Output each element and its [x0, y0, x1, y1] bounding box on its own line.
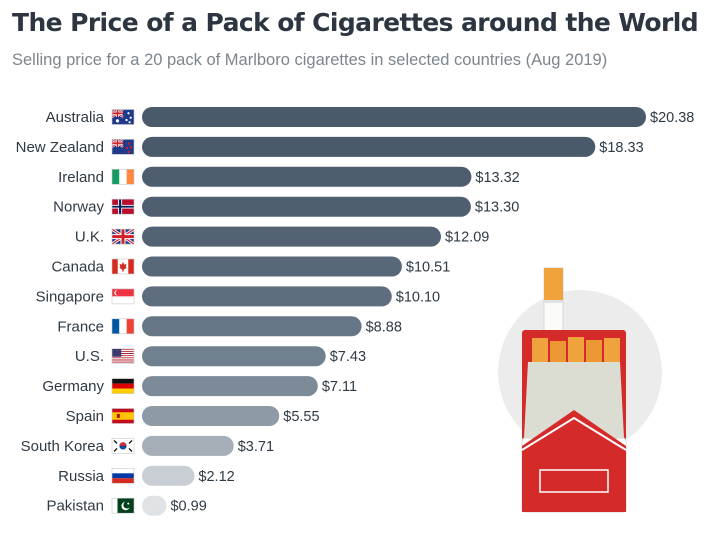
category-label-pakistan: Pakistan [46, 498, 104, 515]
category-label-australia: Australia [46, 109, 105, 126]
bar-france [142, 316, 362, 337]
category-label-south-korea: South Korea [21, 438, 105, 455]
category-label-france: France [57, 318, 104, 335]
category-label-norway: Norway [53, 199, 104, 216]
value-label-new-zealand: $18.33 [599, 140, 643, 156]
value-label-ireland: $13.32 [475, 170, 519, 186]
value-label-russia: $2.12 [198, 469, 234, 485]
bar-u-s [142, 346, 326, 367]
bar-russia [142, 465, 195, 486]
bar-pakistan [142, 495, 167, 516]
value-label-germany: $7.11 [322, 379, 357, 395]
bar-south-korea [142, 435, 234, 456]
category-label-new-zealand: New Zealand [16, 139, 104, 156]
category-label-canada: Canada [51, 259, 104, 276]
bar-u-k [142, 226, 441, 247]
chart-subtitle: Selling price for a 20 pack of Marlboro … [12, 51, 608, 69]
new-zealand-flag-icon [111, 138, 135, 155]
bar-norway [142, 196, 471, 217]
category-label-ireland: Ireland [58, 169, 104, 186]
germany-flag-icon [111, 378, 135, 394]
value-label-norway: $13.30 [475, 200, 519, 216]
bar-new-zealand [142, 136, 596, 157]
spain-flag-icon [111, 408, 135, 424]
chart-title: The Price of a Pack of Cigarettes around… [12, 8, 699, 37]
value-label-spain: $5.55 [283, 409, 319, 425]
uk-flag-icon [111, 227, 135, 246]
value-label-canada: $10.51 [406, 260, 450, 276]
value-label-u-s: $7.43 [330, 349, 366, 365]
bar-ireland [142, 166, 472, 187]
ireland-flag-icon [111, 169, 135, 185]
category-label-spain: Spain [66, 408, 104, 425]
singapore-flag-icon [111, 288, 135, 305]
norway-flag-icon [111, 198, 135, 215]
value-label-pakistan: $0.99 [170, 499, 206, 515]
category-label-u-k: U.K. [75, 229, 104, 246]
pakistan-flag-icon [111, 497, 135, 514]
value-label-singapore: $10.10 [396, 289, 440, 305]
us-flag-icon [111, 348, 135, 365]
australia-flag-icon [111, 108, 135, 125]
bar-australia [142, 107, 646, 127]
bar-singapore [142, 286, 392, 307]
category-label-u-s: U.S. [75, 348, 104, 365]
category-label-germany: Germany [42, 378, 104, 395]
canada-flag-icon [111, 258, 135, 275]
category-label-singapore: Singapore [36, 288, 104, 305]
value-label-australia: $20.38 [650, 110, 694, 126]
france-flag-icon [111, 318, 135, 335]
bar-spain [142, 406, 280, 426]
south-korea-flag-icon [111, 438, 135, 454]
bar-germany [142, 376, 318, 397]
value-label-france: $8.88 [366, 319, 402, 335]
value-label-u-k: $12.09 [445, 230, 489, 246]
cigarette-pack-icon [498, 267, 662, 513]
category-label-russia: Russia [58, 468, 105, 485]
bar-canada [142, 256, 402, 277]
value-label-south-korea: $3.71 [238, 439, 274, 455]
russia-flag-icon [111, 467, 135, 484]
